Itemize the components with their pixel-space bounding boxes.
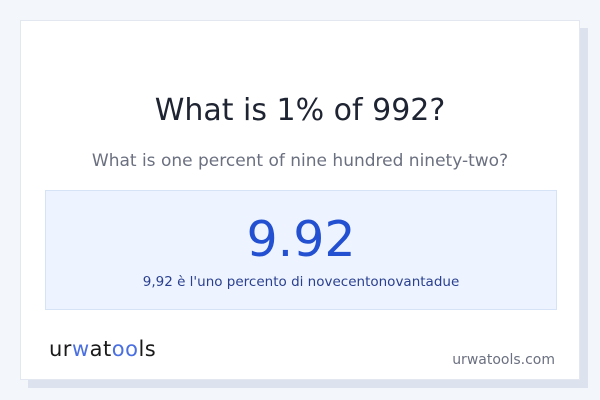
site-domain: urwatools.com [452, 352, 555, 368]
result-card: What is 1% of 992? What is one percent o… [20, 20, 580, 380]
urwatools-logo: urwatools [49, 337, 157, 361]
page-subtitle: What is one percent of nine hundred nine… [91, 151, 509, 171]
result-box: 9.92 9,92 è l'uno percento di novecenton… [45, 190, 557, 310]
page-title: What is 1% of 992? [154, 93, 446, 128]
result-description: 9,92 è l'uno percento di novecentonovant… [142, 274, 460, 290]
result-value: 9.92 [246, 211, 356, 268]
